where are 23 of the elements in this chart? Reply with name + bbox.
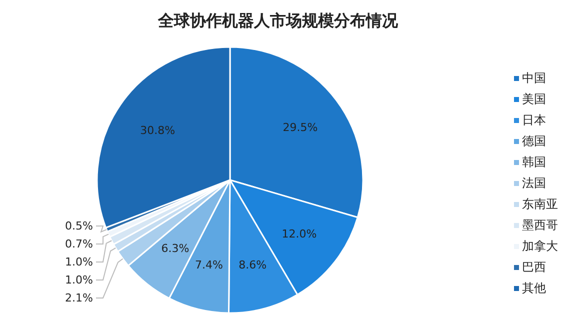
data-label: 29.5% <box>282 120 318 134</box>
legend-label: 巴西 <box>522 259 546 276</box>
data-label: 30.8% <box>140 124 176 137</box>
legend-label: 东南亚 <box>522 196 558 213</box>
legend-label: 墨西哥 <box>522 217 558 234</box>
data-label: 1.0% <box>65 256 93 268</box>
data-label: 12.0% <box>282 227 317 240</box>
data-label: 2.1% <box>65 292 93 304</box>
data-label: 0.5% <box>65 220 93 232</box>
data-label: 6.3% <box>161 242 190 256</box>
data-label: 0.7% <box>65 238 93 250</box>
data-label: 7.4% <box>194 258 223 272</box>
legend-label: 中国 <box>522 70 546 87</box>
legend-label: 其他 <box>522 280 546 297</box>
legend-label: 美国 <box>522 91 546 108</box>
chart-title: 全球协作机器人市场规模分布情况 <box>156 10 399 32</box>
legend-label: 韩国 <box>522 154 546 171</box>
data-label: 1.0% <box>65 274 93 286</box>
data-label: 8.6% <box>238 258 267 272</box>
legend-label: 法国 <box>522 175 546 192</box>
legend-label: 加拿大 <box>522 238 558 255</box>
legend-label: 德国 <box>522 133 546 150</box>
legend-label: 日本 <box>522 112 546 129</box>
